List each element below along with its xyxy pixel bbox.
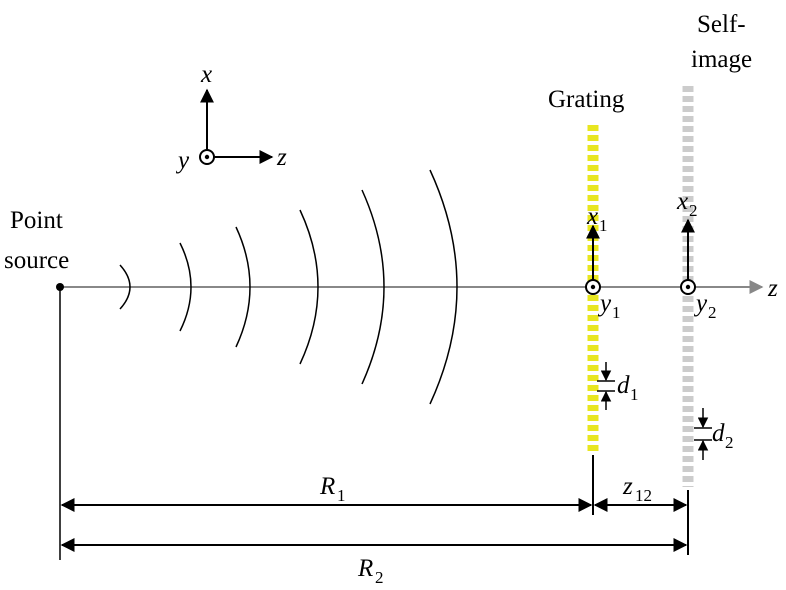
r1-label: R <box>319 473 335 500</box>
frame-x-label: x <box>200 61 212 88</box>
subscript: 12 <box>635 486 652 505</box>
axis-label: z <box>767 275 778 302</box>
self-image-period-label: d <box>712 420 725 447</box>
z12-label: z <box>622 473 633 500</box>
grating-x-label: x <box>586 203 598 230</box>
frame-y-label: y <box>175 147 190 174</box>
subscript: 2 <box>725 433 734 452</box>
dimensions <box>60 455 689 555</box>
period-markers <box>597 362 712 460</box>
frame-y-dot <box>204 154 210 160</box>
subscript: 1 <box>337 486 346 505</box>
self-image-label: Self- <box>697 11 746 38</box>
subscript: 2 <box>708 303 717 322</box>
self-image-x-label: x <box>676 188 688 215</box>
wavefronts <box>119 169 458 405</box>
subscript: 1 <box>599 216 608 235</box>
subscript: 1 <box>612 303 621 322</box>
self-image-y-dot <box>685 284 691 290</box>
point-source-label: Point <box>10 207 63 234</box>
point-source-label: source <box>4 247 69 274</box>
grating-label: Grating <box>548 86 625 113</box>
grating-period-label: d <box>617 372 630 399</box>
subscript: 1 <box>630 385 639 404</box>
self-image-y-label: y <box>693 290 708 317</box>
grating-y-label: y <box>597 290 612 317</box>
subscript: 2 <box>689 201 698 220</box>
frame-z-label: z <box>276 144 287 171</box>
drawing <box>56 86 764 560</box>
subscript: 2 <box>375 568 384 587</box>
self-image-label: image <box>691 46 752 73</box>
labels: x y z Point source Grating Self- image z… <box>4 11 778 587</box>
r2-label: R <box>357 555 373 582</box>
grating-y-dot <box>590 284 596 290</box>
